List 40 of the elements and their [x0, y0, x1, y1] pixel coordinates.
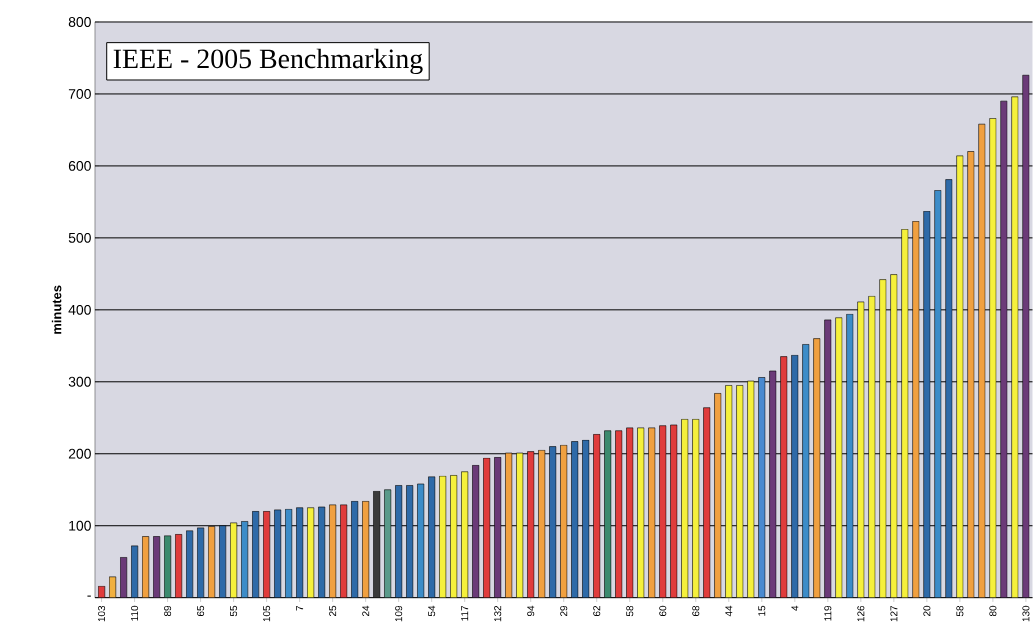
y-tick-label: 500: [68, 233, 91, 243]
y-tick-label: 700: [68, 89, 91, 100]
x-tick-label: 126: [857, 606, 865, 622]
x-tick-label: 54: [428, 605, 436, 617]
x-tick-label: 7: [296, 606, 304, 611]
x-tick-label: 127: [890, 606, 898, 622]
x-tick-label: 119: [824, 606, 832, 621]
text: IEEE - 2005 Benchmarking: [113, 48, 423, 75]
x-tick-label: 62: [593, 606, 601, 617]
x-tick-label: 103: [98, 606, 106, 622]
x-tick-label: 44: [725, 605, 733, 617]
x-tick-label: 117: [461, 606, 469, 621]
x-tick-label: 20: [923, 606, 931, 617]
x-tick-label: 29: [560, 606, 568, 617]
x-tick-label: 55: [230, 606, 238, 617]
y-axis-title: minutes: [51, 285, 62, 334]
x-tick-label: 109: [395, 606, 403, 622]
x-tick-label: 25: [329, 606, 337, 617]
y-tick-label: 400: [68, 305, 91, 315]
x-tick-label: 105: [263, 606, 271, 622]
x-tick-label: 65: [197, 606, 205, 617]
y-tick-label: 600: [68, 161, 91, 171]
x-tick-label: 132: [494, 606, 502, 622]
x-tick-label: 58: [626, 606, 634, 617]
y-tick-label: 100: [69, 520, 91, 531]
x-tick-label: 15: [758, 606, 766, 616]
x-tick-label: 130: [1022, 606, 1030, 622]
y-tick-label: 200: [68, 448, 91, 459]
x-tick-label: 68: [692, 606, 700, 617]
y-tick-label: 800: [68, 17, 91, 28]
x-tick-label: 89: [164, 606, 172, 617]
x-tick-label: 60: [659, 606, 667, 617]
x-tick-label: 110: [131, 606, 139, 621]
x-tick-label: 94: [527, 605, 535, 617]
x-tick-label: 58: [956, 606, 964, 617]
y-tick-label: 300: [68, 377, 91, 387]
x-tick-label: 24: [362, 605, 370, 617]
x-tick-label: 4: [791, 605, 799, 611]
y-tick-label: -: [87, 595, 91, 597]
x-tick-label: 80: [989, 606, 997, 617]
